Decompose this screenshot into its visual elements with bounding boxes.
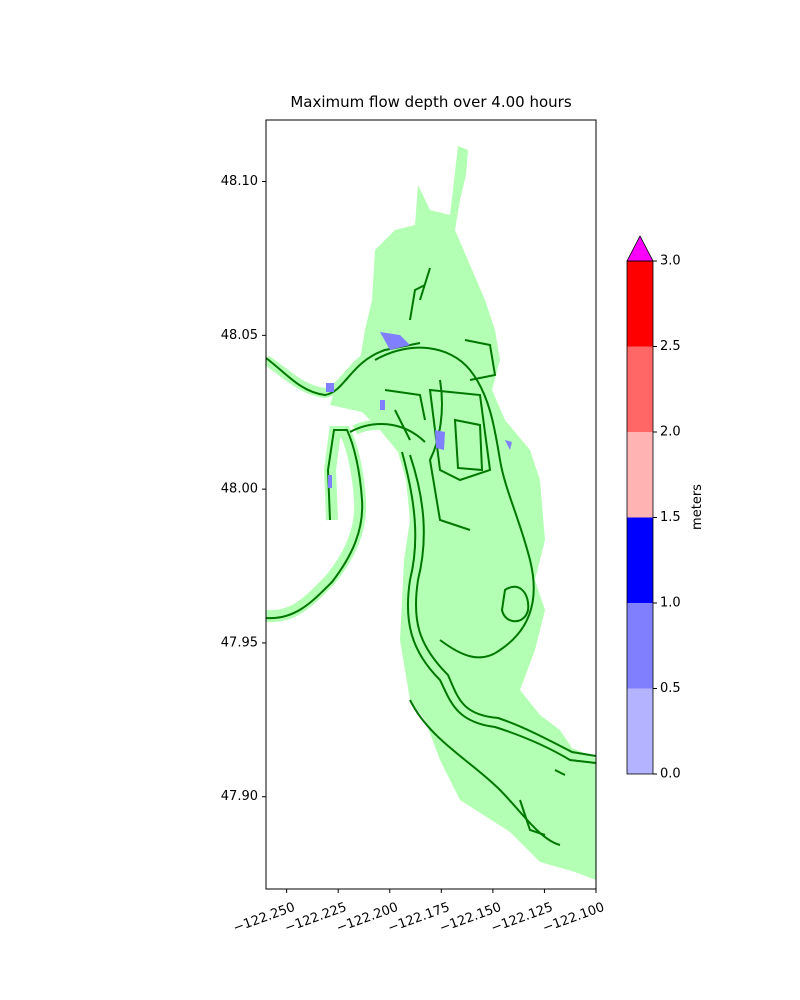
map-area — [266, 146, 596, 880]
colorbar-tick-label: 0.0 — [660, 767, 681, 782]
y-tick-label: 48.00 — [221, 482, 258, 497]
colorbar-segment — [627, 346, 653, 432]
colorbar-segment — [627, 603, 653, 689]
colorbar-tick-label: 3.0 — [660, 254, 681, 269]
flooded-area — [330, 146, 596, 880]
colorbar-tick-label: 2.0 — [660, 425, 681, 440]
y-tick-label: 47.95 — [221, 635, 258, 650]
colorbar-label: meters — [690, 484, 705, 530]
colorbar-segment — [627, 688, 653, 774]
y-tick-label: 48.10 — [221, 174, 258, 189]
colorbar-tick-label: 1.5 — [660, 510, 681, 525]
colorbar-segment — [627, 261, 653, 347]
colorbar-tick-label: 1.0 — [660, 596, 681, 611]
y-tick-label: 48.05 — [221, 328, 258, 343]
depth-patches — [326, 332, 512, 488]
colorbar-segment — [627, 432, 653, 518]
colorbar-extend — [626, 235, 654, 262]
colorbar-tick-label: 2.5 — [660, 339, 681, 354]
colorbar-tick-label: 0.5 — [660, 681, 681, 696]
channel-west — [266, 426, 367, 623]
y-tick-label: 47.90 — [221, 789, 258, 804]
axes-frame — [265, 119, 597, 890]
colorbar-segment — [627, 517, 653, 603]
chart-title: Maximum flow depth over 4.00 hours — [290, 93, 572, 111]
contours — [266, 267, 596, 846]
